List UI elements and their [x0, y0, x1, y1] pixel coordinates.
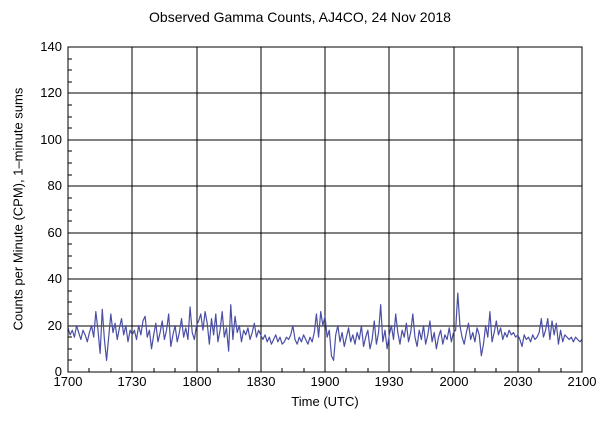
y-tick-label: 0	[55, 364, 62, 379]
grid-layer	[68, 47, 582, 372]
y-tick-label: 20	[48, 318, 62, 333]
x-tick-label: 2100	[568, 374, 597, 389]
y-tick-label: 60	[48, 225, 62, 240]
y-tick-label: 40	[48, 271, 62, 286]
x-tick-label: 1700	[54, 374, 83, 389]
x-tick-label: 1930	[375, 374, 404, 389]
chart-title: Observed Gamma Counts, AJ4CO, 24 Nov 201…	[149, 9, 451, 25]
y-tick-label: 100	[40, 132, 62, 147]
y-tick-label: 140	[40, 39, 62, 54]
x-tick-label: 2000	[440, 374, 469, 389]
x-tick-label: 1830	[247, 374, 276, 389]
x-tick-label: 1800	[183, 374, 212, 389]
y-tick-label: 80	[48, 178, 62, 193]
x-tick-label: 1900	[311, 374, 340, 389]
tick-label-layer: 1700 1730 1800 1830 1900 1930 2000 2030 2100 0 20 4…	[40, 39, 596, 389]
series-layer	[67, 292, 583, 361]
x-tick-label: 1730	[118, 374, 147, 389]
plot-border	[67, 46, 583, 373]
x-axis-title: Time (UTC)	[291, 394, 359, 409]
x-tick-label: 2030	[504, 374, 533, 389]
y-tick-label: 120	[40, 85, 62, 100]
data-line	[67, 292, 583, 361]
